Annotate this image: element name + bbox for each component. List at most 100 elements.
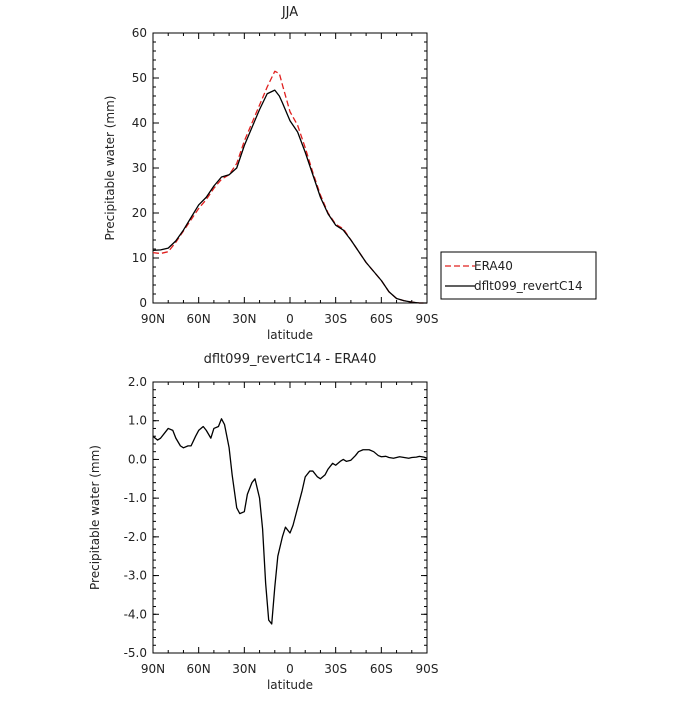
x-tick-label: 60N xyxy=(187,312,211,326)
series-1-point xyxy=(251,122,252,123)
y-tick-label: 2.0 xyxy=(128,375,147,389)
series-1-point xyxy=(157,439,158,440)
series-1-point xyxy=(302,490,303,491)
series-2-point xyxy=(190,217,191,218)
series-line-1 xyxy=(152,418,428,625)
y-tick-label: 1.0 xyxy=(128,414,147,428)
series-1-point xyxy=(343,459,344,460)
series-1-point xyxy=(203,426,204,427)
x-tick-label: 30S xyxy=(324,662,347,676)
series-1-point xyxy=(362,449,363,450)
x-tick-label: 0 xyxy=(286,662,294,676)
series-1-point xyxy=(168,428,169,429)
series-1-point xyxy=(404,457,405,458)
series-1-point xyxy=(244,140,245,141)
series-1-point xyxy=(305,147,306,148)
y-tick-label: -4.0 xyxy=(124,607,147,621)
series-2-point xyxy=(213,185,214,186)
series-1-point xyxy=(232,474,233,475)
series-1-point xyxy=(282,84,283,85)
series-2-point xyxy=(183,230,184,231)
series-2-point xyxy=(279,95,280,96)
series-1-point xyxy=(292,525,293,526)
series-1-point xyxy=(381,456,382,457)
series-1-point xyxy=(385,456,386,457)
series-2-point xyxy=(411,302,412,303)
series-1-point xyxy=(236,163,237,164)
series-line-2 xyxy=(152,89,427,304)
y-tick-label: -5.0 xyxy=(124,646,147,660)
series-1-point xyxy=(396,457,397,458)
series-1-point xyxy=(373,451,374,452)
series-1-point xyxy=(340,461,341,462)
series-1-point xyxy=(312,470,313,471)
series-1-point xyxy=(332,463,333,464)
series-2-point xyxy=(381,280,382,281)
y-tick-label: 60 xyxy=(132,26,147,40)
series-2-point xyxy=(320,197,321,198)
series-1-point xyxy=(411,457,412,458)
series-1-point xyxy=(335,465,336,466)
series-2-point xyxy=(426,302,427,303)
series-1-point xyxy=(165,432,166,433)
series-1-point xyxy=(262,529,263,530)
x-tick-label: 30N xyxy=(232,312,256,326)
x-tick-label: 60S xyxy=(370,662,393,676)
series-1-point xyxy=(210,438,211,439)
series-1-point xyxy=(399,456,400,457)
series-1-point xyxy=(187,445,188,446)
series-1-point xyxy=(277,556,278,557)
series-1-point xyxy=(221,418,222,419)
legend: ERA40 dflt099_revertC14 xyxy=(440,251,597,300)
series-2-point xyxy=(251,127,252,128)
series-1-point xyxy=(320,478,321,479)
series-2-point xyxy=(388,291,389,292)
series-2-point xyxy=(419,302,420,303)
x-tick-label: 30S xyxy=(324,312,347,326)
panel-title: JJA xyxy=(281,5,298,20)
series-1-point xyxy=(289,111,290,112)
y-tick-label: -1.0 xyxy=(124,491,147,505)
series-1-point xyxy=(408,458,409,459)
x-tick-label: 60N xyxy=(187,662,211,676)
series-1-point xyxy=(160,438,161,439)
series-2-point xyxy=(289,120,290,121)
series-1-point xyxy=(236,507,237,508)
series-2-point xyxy=(297,131,298,132)
series-1-point xyxy=(416,457,417,458)
series-2-point xyxy=(152,250,153,251)
series-1-point xyxy=(317,476,318,477)
series-1-point xyxy=(282,536,283,537)
series-1-point xyxy=(297,507,298,508)
series-1-point xyxy=(259,498,260,499)
series-1-point xyxy=(346,461,347,462)
series-2-point xyxy=(335,225,336,226)
series-1-point xyxy=(198,430,199,431)
series-1-point xyxy=(274,587,275,588)
y-axis-label: Precipitable water (mm) xyxy=(88,445,102,590)
x-tick-label: 60S xyxy=(370,312,393,326)
series-2-point xyxy=(274,90,275,91)
y-tick-label: 0.0 xyxy=(128,452,147,466)
legend-box xyxy=(440,251,597,300)
y-tick-label: 40 xyxy=(132,116,147,130)
y-tick-label: 50 xyxy=(132,71,147,85)
series-1-point xyxy=(267,86,268,87)
series-2-point xyxy=(305,152,306,153)
series-1-point xyxy=(369,449,370,450)
x-tick-label: 0 xyxy=(286,312,294,326)
series-1-point xyxy=(358,451,359,452)
series-1-point xyxy=(254,478,255,479)
series-2-point xyxy=(327,213,328,214)
x-tick-label: 90S xyxy=(416,312,439,326)
series-1-point xyxy=(247,494,248,495)
y-axis-label: Precipitable water (mm) xyxy=(103,96,117,241)
series-1-point xyxy=(239,513,240,514)
series-1-point xyxy=(152,252,153,253)
series-2-point xyxy=(282,102,283,103)
x-tick-label: 30N xyxy=(232,662,256,676)
series-1-point xyxy=(350,460,351,461)
series-2-point xyxy=(373,271,374,272)
series-2-point xyxy=(244,145,245,146)
